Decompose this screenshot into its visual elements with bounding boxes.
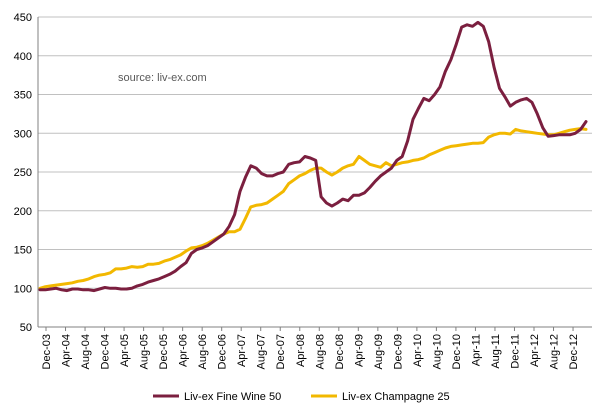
x-tick-label: Dec-11 [509,334,521,369]
x-tick-label: Apr-07 [236,334,248,367]
x-tick-label: Apr-10 [412,334,424,367]
x-tick-label: Dec-07 [275,334,287,369]
y-tick-label: 400 [14,51,32,63]
y-tick-label: 50 [20,322,32,334]
x-tick-label: Apr-04 [61,334,73,367]
legend-label: Liv-ex Fine Wine 50 [184,391,281,403]
y-tick-label: 100 [14,283,32,295]
x-tick-label: Apr-08 [295,334,307,367]
x-tick-label: Apr-11 [470,334,482,366]
x-tick-label: Dec-12 [568,334,580,369]
x-tick-label: Aug-06 [197,334,209,369]
x-tick-label: Aug-10 [431,334,443,369]
x-tick-label: Apr-09 [353,334,365,367]
x-tick-label: Dec-05 [158,334,170,369]
x-tick-label: Dec-03 [41,334,53,369]
y-tick-label: 250 [14,167,32,179]
source-note: source: liv-ex.com [118,72,207,84]
x-tick-label: Apr-06 [178,334,190,367]
y-tick-label: 350 [14,90,32,102]
x-tick-label: Aug-07 [256,334,268,369]
series-lines [38,20,588,293]
legend-label: Liv-ex Champagne 25 [342,391,450,403]
x-tick-label: Apr-05 [119,334,131,367]
legend: Liv-ex Fine Wine 50 Liv-ex Champagne 25 [153,391,450,403]
x-tick-label: Aug-11 [490,334,502,369]
x-tick-label: Dec-04 [100,334,112,369]
x-tick-label: Dec-10 [451,334,463,369]
x-tick-label: Aug-05 [139,334,151,369]
y-tick-label: 300 [14,128,32,140]
x-tick-label: Apr-12 [529,334,541,367]
x-tick-label: Dec-08 [334,334,346,369]
gridlines [38,16,592,328]
y-tick-label: 450 [14,12,32,24]
y-tick-label: 200 [14,206,32,218]
x-tick-label: Aug-04 [80,334,92,369]
axes: 50 100 150 200 250 300 350 400 450 Dec-03 Apr-04 Au… [14,12,592,369]
y-tick-label: 150 [14,245,32,257]
x-tick-label: Aug-08 [314,334,326,369]
x-tick-label: Aug-09 [373,334,385,369]
x-tick-label: Aug-12 [549,334,561,369]
series-line-1 [38,20,588,293]
x-tick-label: Dec-09 [392,334,404,369]
series-line-2 [38,127,588,290]
x-tick-label: Dec-06 [217,334,229,369]
